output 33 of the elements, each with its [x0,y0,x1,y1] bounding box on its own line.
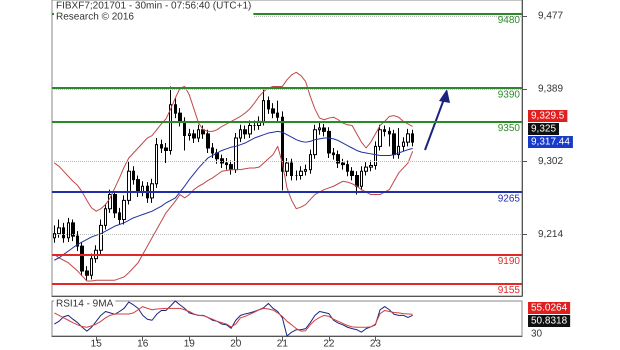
x-tick-label: 21 [276,338,288,350]
ref-line-label: 9155 [498,285,520,296]
chart-title: FIBXF7;201701 - 30min - 07:56:40 (UTC+1) [56,0,252,12]
text: 55.0264 [531,302,568,314]
ref-line-label: 9190 [498,256,520,267]
text: 50.8318 [531,316,568,326]
x-tick-label: 20 [230,338,242,350]
candlestick [299,166,303,180]
ref-line-label: 9350 [498,122,520,134]
candlestick [392,129,396,160]
line-series [54,146,414,282]
y-tick-label: 9,214 [538,228,564,240]
y-tick-label: 9,302 [538,156,564,167]
chart-title: RSI14 - 9MA [56,298,114,310]
candlestick [262,89,265,126]
ref-line-label: 9480 [498,14,520,26]
y-tick-label: 9,477 [538,10,564,22]
x-tick-label: 23 [370,338,382,350]
ref-line-label: 9390 [498,90,520,101]
candlestick [406,128,410,147]
x-tick-label: 22 [323,338,335,350]
text: 9,317.44 [531,136,570,148]
x-tick-label: 16 [137,338,149,350]
text: Research © 2016 [56,12,134,22]
text: 30 [531,328,543,340]
line-series [54,72,414,212]
ref-line-label: 9265 [498,194,520,205]
candlestick [183,116,186,151]
y-tick-label: 9,389 [538,83,564,94]
x-tick-label: 15 [90,338,102,350]
text: 9,325 [531,124,556,134]
text: 9,329.5 [531,110,565,122]
x-tick-label: 19 [184,338,196,350]
